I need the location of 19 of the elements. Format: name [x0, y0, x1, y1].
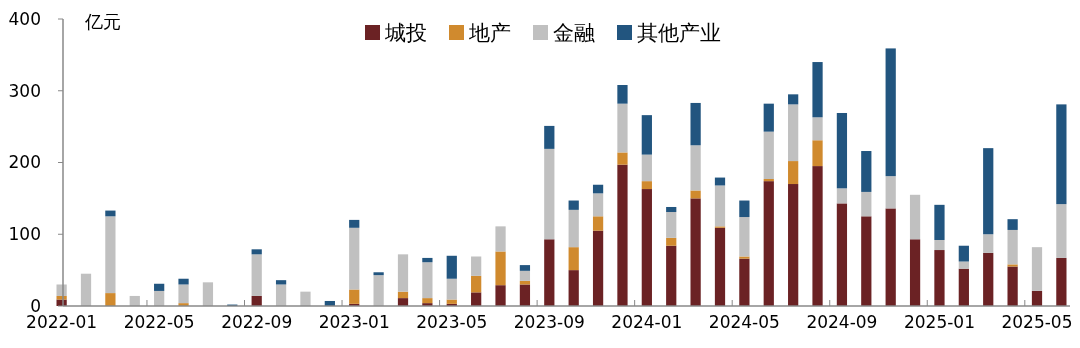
legend-label: 城投 [384, 21, 427, 45]
legend-label: 金融 [553, 21, 595, 45]
x-tick-label: 2024-05 [708, 312, 780, 332]
x-tick-label: 2023-09 [513, 312, 585, 332]
x-tick-label: 2023-01 [318, 312, 390, 332]
x-tick-label: 2023-05 [416, 312, 488, 332]
y-axis-title: 亿元 [84, 11, 121, 32]
legend-label: 地产 [468, 21, 511, 45]
x-tick-label: 2022-09 [221, 312, 293, 332]
x-tick-label: 2025-01 [903, 312, 975, 332]
y-tick-label: 200 [8, 152, 41, 173]
x-tick-label: 2022-05 [123, 312, 195, 332]
x-tick-label: 2024-01 [611, 312, 683, 332]
x-tick-label: 2025-05 [1001, 312, 1073, 332]
x-tick-label: 2024-09 [806, 312, 878, 332]
y-tick-label: 100 [8, 224, 41, 245]
y-tick-label: 400 [8, 8, 41, 29]
legend-label: 其他产业 [637, 21, 721, 45]
y-tick-label: 300 [8, 80, 41, 101]
